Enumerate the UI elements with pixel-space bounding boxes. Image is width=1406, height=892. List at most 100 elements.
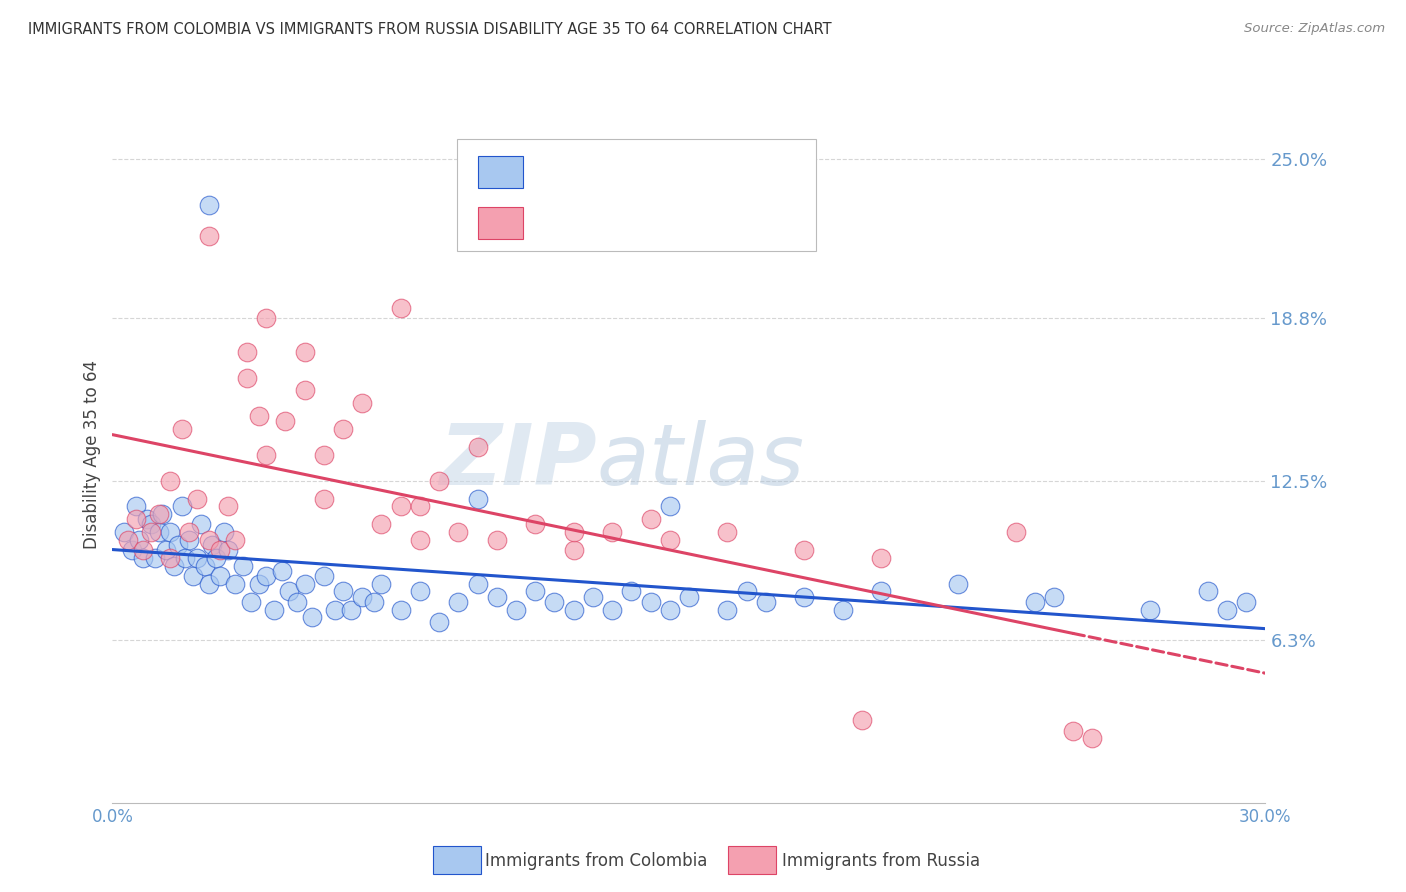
Point [112,525,135,540]
Point [236,344,259,359]
Point [389,500,412,514]
Text: IMMIGRANTS FROM COLOMBIA VS IMMIGRANTS FROM RUSSIA DISABILITY AGE 35 TO 64 CORRE: IMMIGRANTS FROM COLOMBIA VS IMMIGRANTS F… [28,22,832,37]
Point [1024,595,1046,609]
Point [117,533,139,547]
Point [128,533,150,547]
Point [205,551,228,566]
Point [170,500,193,514]
Point [197,533,219,547]
Point [212,525,235,540]
Point [294,384,316,398]
Point [148,525,170,540]
Point [640,512,662,526]
Point [831,602,853,616]
Point [217,500,239,514]
Point [236,370,259,384]
Point [427,615,450,630]
Text: N = 49: N = 49 [654,202,720,219]
Point [186,491,208,506]
Point [124,500,146,514]
Text: N = 77: N = 77 [654,154,720,172]
Point [159,474,181,488]
Point [793,590,815,604]
Point [312,569,335,583]
Point [278,584,301,599]
Point [148,507,170,521]
Point [132,551,155,566]
Point [447,595,470,609]
Point [209,569,232,583]
Point [389,602,412,616]
Point [247,576,270,591]
Point [658,533,681,547]
Point [467,576,489,591]
Point [139,525,162,540]
Point [247,409,270,424]
Text: -0.103: -0.103 [569,154,631,172]
Point [170,422,193,436]
Point [467,440,489,454]
Point [197,576,219,591]
Point [755,595,778,609]
Point [270,564,292,578]
Point [1197,584,1219,599]
Point [600,602,623,616]
Point [197,198,219,212]
Point [224,533,246,547]
Point [370,576,392,591]
Point [136,512,159,526]
Point [1004,525,1026,540]
Point [132,543,155,558]
Point [389,301,412,315]
Point [409,584,432,599]
Point [427,474,450,488]
Point [409,533,432,547]
Point [352,590,374,604]
Point [339,602,361,616]
Point [352,396,374,410]
Point [600,525,623,540]
Point [274,414,297,428]
Point [1139,602,1161,616]
Point [447,525,470,540]
Point [716,602,738,616]
Point [179,525,201,540]
Point [181,569,204,583]
Point [194,558,217,573]
Point [263,602,285,616]
Point [467,491,489,506]
Point [678,590,700,604]
Text: R =: R = [531,202,569,219]
Point [201,538,224,552]
Point [658,602,681,616]
Text: atlas: atlas [596,420,804,503]
Point [562,602,585,616]
Point [562,543,585,558]
Point [658,500,681,514]
Point [159,525,181,540]
Text: Source: ZipAtlas.com: Source: ZipAtlas.com [1244,22,1385,36]
Point [485,590,508,604]
Text: Immigrants from Colombia: Immigrants from Colombia [485,852,707,870]
Point [524,517,547,532]
Point [121,543,143,558]
Point [254,311,277,326]
Point [1234,595,1257,609]
Point [294,576,316,591]
Point [409,500,432,514]
Point [143,551,166,566]
Point [232,558,254,573]
Point [363,595,385,609]
Point [312,448,335,462]
Point [254,448,277,462]
Point [239,595,262,609]
Point [1081,731,1104,746]
Point [163,558,186,573]
Point [166,538,188,552]
Y-axis label: Disability Age 35 to 64: Disability Age 35 to 64 [83,360,101,549]
Point [1043,590,1066,604]
Point [124,512,146,526]
Point [139,517,162,532]
Text: Immigrants from Russia: Immigrants from Russia [782,852,980,870]
Point [793,543,815,558]
